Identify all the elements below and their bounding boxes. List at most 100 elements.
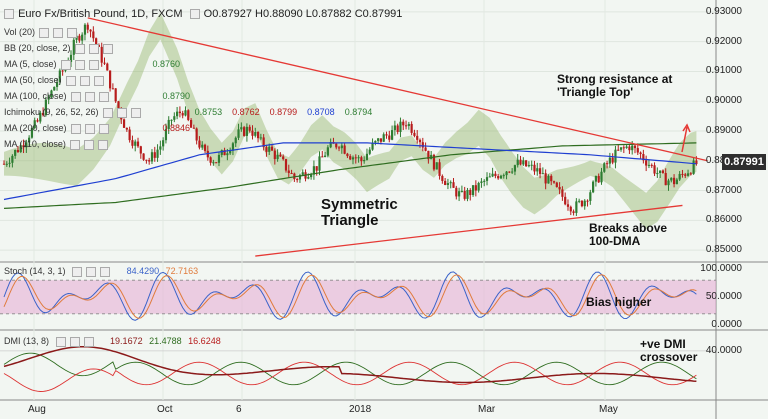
indicator-control-icon[interactable] bbox=[84, 123, 95, 134]
candle-body bbox=[410, 123, 413, 133]
candle-body bbox=[195, 128, 198, 141]
indicator-control-icon[interactable] bbox=[60, 59, 71, 70]
stoch-k-value: 84.4290 bbox=[126, 266, 160, 276]
dmi-tick-label: 40.0000 bbox=[705, 344, 742, 356]
dmi-line1: +ve DMI bbox=[640, 337, 686, 351]
candle-body bbox=[580, 200, 584, 207]
candle-body bbox=[382, 134, 385, 142]
candle-body bbox=[578, 200, 581, 202]
candle-body bbox=[323, 155, 327, 157]
candle-body bbox=[128, 129, 131, 141]
candle-body bbox=[550, 175, 553, 182]
candle-body bbox=[50, 90, 53, 98]
candle-body bbox=[337, 147, 341, 149]
indicator-control-icon[interactable] bbox=[39, 27, 50, 38]
dmi-value-1: 19.1672 bbox=[110, 336, 143, 346]
candle-body bbox=[695, 160, 698, 165]
candle-body bbox=[399, 121, 402, 132]
indicator-control-icon[interactable] bbox=[93, 75, 104, 86]
dmi-visibility-icon[interactable] bbox=[55, 336, 66, 347]
indicator-control-icon[interactable] bbox=[102, 107, 113, 118]
time-tick-label: 6 bbox=[236, 404, 242, 415]
indicator-control-icon[interactable] bbox=[74, 43, 85, 54]
indicator-label: Ichimoku (9, 26, 52, 26) bbox=[4, 107, 99, 117]
candle-body bbox=[474, 185, 477, 191]
candle-body bbox=[95, 38, 98, 46]
dmi-label: DMI (13, 8) bbox=[4, 336, 50, 346]
indicator-control-icon[interactable] bbox=[98, 91, 109, 102]
indicator-control-icon[interactable] bbox=[116, 107, 127, 118]
indicator-control-icon[interactable] bbox=[83, 139, 94, 150]
candle-body bbox=[335, 143, 338, 148]
candle-body bbox=[131, 140, 134, 146]
candle-body bbox=[33, 120, 36, 128]
indicator-control-icon[interactable] bbox=[88, 43, 99, 54]
indicator-control-icon[interactable] bbox=[102, 43, 113, 54]
candle-body bbox=[61, 70, 64, 72]
indicator-control-icon[interactable] bbox=[88, 59, 99, 70]
dmi-close-icon[interactable] bbox=[83, 336, 94, 347]
dmi-value-2: 21.4788 bbox=[149, 336, 182, 346]
triangle-bottom-line bbox=[255, 204, 683, 257]
stoch-visibility-icon[interactable] bbox=[72, 266, 83, 277]
indicator-row: MA (50, close) bbox=[4, 75, 108, 86]
candle-body bbox=[75, 35, 78, 40]
candle-body bbox=[379, 138, 383, 142]
indicator-control-icon[interactable] bbox=[97, 139, 108, 150]
candle-body bbox=[270, 146, 274, 151]
candle-body bbox=[416, 135, 419, 140]
indicator-control-icon[interactable] bbox=[67, 27, 78, 38]
collapse-icon[interactable] bbox=[4, 9, 14, 20]
candle-body bbox=[569, 206, 572, 212]
candle-body bbox=[19, 145, 22, 153]
candle-body bbox=[39, 112, 42, 122]
stoch-settings-icon[interactable] bbox=[86, 266, 97, 277]
candle-body bbox=[466, 189, 469, 199]
candle-body bbox=[566, 204, 570, 207]
triangle-line2: Triangle bbox=[321, 212, 379, 229]
candle-body bbox=[605, 163, 609, 165]
candle-body bbox=[390, 130, 394, 140]
candle-body bbox=[217, 154, 221, 163]
candle-body bbox=[231, 143, 235, 151]
indicator-control-icon[interactable] bbox=[70, 91, 81, 102]
time-tick-label: Oct bbox=[157, 404, 173, 415]
indicator-control-icon[interactable] bbox=[69, 139, 80, 150]
settings-icon[interactable] bbox=[189, 9, 200, 20]
dmi-settings-icon[interactable] bbox=[69, 336, 80, 347]
candle-body bbox=[672, 177, 676, 185]
candle-body bbox=[287, 170, 290, 174]
candle-body bbox=[664, 172, 667, 186]
candle-body bbox=[284, 159, 288, 171]
candle-body bbox=[187, 110, 190, 120]
stoch-close-icon[interactable] bbox=[100, 266, 111, 277]
candle-body bbox=[597, 175, 600, 183]
candle-body bbox=[499, 175, 503, 179]
candle-body bbox=[30, 127, 34, 138]
stoch-k-line bbox=[3, 271, 697, 321]
candle-body bbox=[55, 82, 59, 87]
candle-body bbox=[145, 159, 148, 161]
indicator-control-icon[interactable] bbox=[53, 27, 64, 38]
candle-body bbox=[636, 148, 639, 153]
indicator-control-icon[interactable] bbox=[74, 59, 85, 70]
indicator-control-icon[interactable] bbox=[84, 91, 95, 102]
candle-body bbox=[346, 153, 349, 157]
candle-body bbox=[407, 123, 410, 126]
chart-header: Euro Fx/British Pound, 1D, FXCM O0.87927… bbox=[4, 8, 402, 20]
indicator-control-icon[interactable] bbox=[98, 123, 109, 134]
resistance-line2: 'Triangle Top' bbox=[557, 85, 634, 99]
candle-body bbox=[164, 129, 168, 141]
candle-body bbox=[114, 88, 117, 102]
candle-body bbox=[502, 175, 505, 177]
indicator-control-icon[interactable] bbox=[70, 123, 81, 134]
indicator-control-icon[interactable] bbox=[130, 107, 141, 118]
candle-body bbox=[670, 177, 673, 181]
indicator-control-icon[interactable] bbox=[79, 75, 90, 86]
candle-body bbox=[181, 113, 184, 116]
adx-line bbox=[3, 345, 697, 384]
candle-body bbox=[633, 145, 637, 149]
candle-body bbox=[661, 170, 665, 173]
indicator-control-icon[interactable] bbox=[65, 75, 76, 86]
